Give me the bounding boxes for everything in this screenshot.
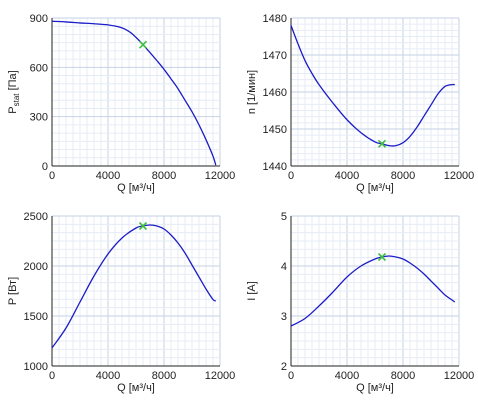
pstat-grid: [51, 17, 221, 167]
pstat-curve: [51, 20, 217, 166]
power-grid: [51, 215, 221, 367]
current-curve: [290, 255, 456, 327]
speed-y-tick-label: 1470: [263, 50, 287, 62]
pstat-y-tick-label: 900: [30, 13, 48, 25]
power-x-tick-label: 4000: [96, 370, 120, 382]
current-chart: 0 4000 8000 12000 2 3 4 5 Q [м³/ч] I [A]: [246, 211, 474, 394]
power-y-tick-label: 2500: [24, 211, 48, 223]
pstat-chart: 0 4000 8000 12000 0 300 600 900 Q [м³/ч] Pstat [П…: [7, 13, 235, 194]
pstat-y-tick-label: 600: [30, 62, 48, 74]
current-x-tick-label: 0: [288, 370, 294, 382]
power-y-tick-label: 1000: [24, 361, 48, 373]
speed-x-tick-label: 12000: [444, 170, 475, 182]
current-y-tick-label: 3: [281, 311, 287, 323]
power-chart: 0 4000 8000 12000 1000 1500 2000 2500 Q [м³/ч] P …: [7, 211, 235, 394]
pstat-y-tick-label: 300: [30, 112, 48, 124]
current-operating-point-marker: [377, 252, 387, 262]
speed-x-tick-label: 0: [288, 170, 294, 182]
current-y-tick-label: 2: [281, 361, 287, 373]
speed-x-axis-label: Q [м³/ч]: [356, 182, 394, 194]
speed-x-tick-label: 8000: [391, 170, 415, 182]
speed-chart: 0 4000 8000 12000 1440 1450 1460 1470 1480 Q [м³/…: [246, 13, 474, 194]
power-x-axis-label: Q [м³/ч]: [117, 382, 155, 394]
power-y-axis-label: P [Вт]: [7, 277, 19, 305]
current-y-tick-label: 4: [281, 261, 287, 273]
current-x-tick-label: 8000: [391, 370, 415, 382]
speed-y-axis-label: n [1/мин]: [246, 70, 258, 114]
speed-y-tick-label: 1450: [263, 124, 287, 136]
pstat-x-axis-label: Q [м³/ч]: [117, 182, 155, 194]
speed-y-tick-label: 1460: [263, 87, 287, 99]
pstat-operating-point-marker: [138, 40, 148, 49]
power-x-tick-label: 8000: [152, 370, 176, 382]
pstat-x-tick-label: 0: [49, 170, 55, 182]
speed-y-tick-label: 1480: [263, 13, 287, 25]
speed-y-tick-label: 1440: [263, 161, 287, 173]
current-y-tick-label: 5: [281, 211, 287, 223]
current-y-axis-label: I [A]: [246, 281, 258, 301]
current-grid: [290, 215, 460, 367]
power-curve: [51, 224, 217, 349]
speed-curve: [290, 25, 455, 147]
power-x-tick-label: 0: [49, 370, 55, 382]
power-x-tick-label: 12000: [205, 370, 236, 382]
speed-operating-point-marker: [377, 139, 387, 148]
speed-grid: [290, 17, 460, 167]
power-y-tick-label: 1500: [24, 311, 48, 323]
pstat-x-tick-label: 4000: [96, 170, 120, 182]
current-x-tick-label: 12000: [444, 370, 475, 382]
current-x-tick-label: 4000: [335, 370, 359, 382]
pstat-y-tick-label: 0: [42, 161, 48, 173]
pstat-x-tick-label: 12000: [205, 170, 236, 182]
power-operating-point-marker: [138, 221, 148, 231]
power-y-tick-label: 2000: [24, 261, 48, 273]
pstat-y-axis-label: Pstat [Па]: [7, 70, 21, 113]
pstat-x-tick-label: 8000: [152, 170, 176, 182]
speed-x-tick-label: 4000: [335, 170, 359, 182]
current-x-axis-label: Q [м³/ч]: [356, 382, 394, 394]
